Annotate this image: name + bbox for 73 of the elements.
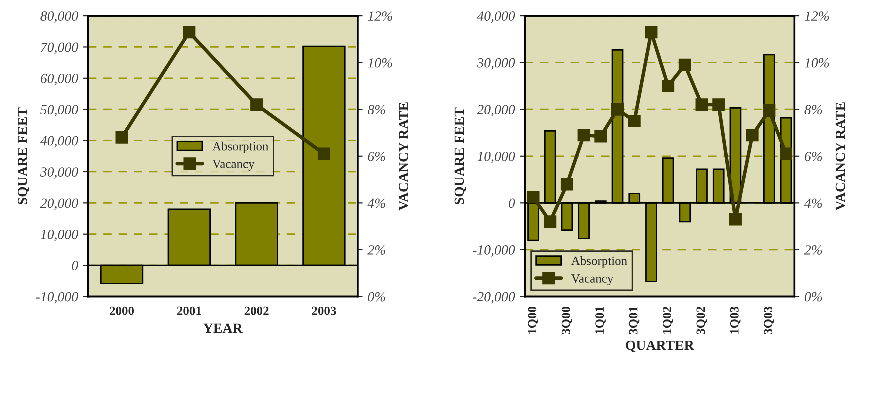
y-tick-label: 50,000	[40, 105, 78, 117]
y2-axis-title: VACANCY RATE	[836, 102, 846, 211]
y2-tick-label: 10%	[368, 58, 392, 68]
point	[662, 80, 675, 92]
y-tick-label: 0	[72, 261, 78, 271]
y2-tick-label: 6%	[804, 152, 822, 162]
point	[527, 191, 540, 204]
x-tick-label: 2001	[177, 306, 202, 316]
legend-label: Absorption	[571, 256, 628, 268]
y-axis-title: SQUARE FEET	[454, 108, 466, 204]
point	[746, 129, 759, 142]
point	[696, 98, 708, 112]
y2-axis-title: VACANCY RATE	[399, 102, 408, 211]
y2-tick-label: 8%	[804, 105, 822, 115]
x-tick-label: 1Q02	[663, 307, 674, 334]
point	[578, 129, 590, 142]
y2-tick-label: 2%	[804, 246, 822, 255]
point	[183, 26, 196, 39]
x-tick-label: 3Q00	[562, 306, 572, 334]
point	[612, 103, 624, 116]
y2-tick-label: 6%	[368, 152, 386, 162]
y2-tick-label: 10%	[804, 58, 830, 68]
y2-tick-label: 0%	[804, 292, 822, 302]
y-tick-label: -10,000	[473, 246, 516, 257]
x-tick-label: 2002	[244, 306, 269, 316]
x-tick-label: 1Q03	[730, 306, 741, 334]
y2-tick-label: 8%	[368, 105, 386, 115]
x-tick-label: 3Q03	[764, 306, 774, 334]
point	[645, 26, 658, 39]
y-tick-label: 80,000	[40, 12, 78, 23]
y-tick-label: 40,000	[40, 136, 78, 148]
legend-label: Vacancy	[212, 160, 255, 171]
x-tick-label: 3Q02	[696, 307, 708, 334]
y-tick-label: -20,000	[473, 292, 516, 304]
x-tick-label: 2003	[312, 306, 336, 316]
y-tick-label: 60,000	[40, 74, 78, 86]
x-axis-title: YEAR	[204, 324, 243, 333]
y-tick-label: 0	[508, 198, 516, 208]
y-tick-label: 30,000	[40, 168, 78, 179]
legend-label: Absorption	[212, 142, 269, 154]
point	[250, 98, 264, 112]
point	[712, 98, 726, 112]
point	[628, 115, 641, 128]
point	[318, 148, 330, 160]
point	[763, 104, 776, 118]
point	[560, 178, 574, 191]
y-tick-label: 30,000	[477, 58, 516, 70]
y2-tick-label: 4%	[368, 198, 386, 208]
y2-tick-label: 12%	[804, 12, 830, 22]
point	[729, 213, 742, 226]
y2-tick-label: 2%	[368, 246, 386, 255]
y-tick-label: 10,000	[478, 152, 516, 164]
x-tick-label: 1Q01	[596, 307, 606, 334]
point	[544, 216, 557, 228]
point	[594, 130, 608, 143]
y2-tick-label: 0%	[368, 292, 386, 302]
point	[116, 131, 128, 144]
legend-label: Vacancy	[571, 274, 614, 286]
y-tick-label: 10,000	[40, 230, 78, 242]
point	[780, 148, 793, 160]
y-tick-label: 70,000	[41, 42, 78, 54]
x-tick-label: 3Q01	[629, 307, 640, 334]
y-tick-label: 20,000	[477, 105, 516, 117]
y-axis-title: SQUARE FEET	[18, 108, 30, 204]
x-tick-label: 1Q00	[528, 306, 539, 334]
y-tick-label: 20,000	[40, 198, 78, 210]
y-tick-label: -10,000	[36, 292, 78, 304]
y2-tick-label: 12%	[368, 12, 392, 22]
y2-tick-label: 4%	[804, 198, 822, 208]
y-tick-label: 40,000	[477, 12, 516, 23]
x-axis-title: QUARTER	[626, 340, 694, 352]
point	[678, 58, 692, 72]
x-tick-label: 2000	[110, 306, 134, 316]
